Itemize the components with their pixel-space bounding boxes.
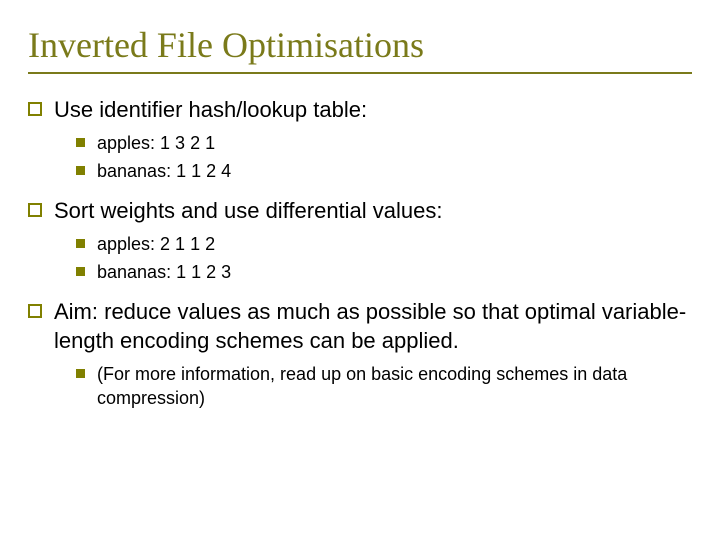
bullet-l2: apples: 1 3 2 1 [76, 131, 692, 155]
bullet-l1: Use identifier hash/lookup table: [28, 96, 692, 125]
bullet-l1: Sort weights and use differential values… [28, 197, 692, 226]
square-outline-icon [28, 203, 42, 217]
bullet-l1-text: Use identifier hash/lookup table: [54, 96, 367, 125]
bullet-l2-text: (For more information, read up on basic … [97, 362, 692, 411]
square-fill-icon [76, 267, 85, 276]
bullet-l2: bananas: 1 1 2 4 [76, 159, 692, 183]
bullet-l1: Aim: reduce values as much as possible s… [28, 298, 692, 355]
bullet-l2-text: bananas: 1 1 2 4 [97, 159, 231, 183]
bullet-l2: (For more information, read up on basic … [76, 362, 692, 411]
square-fill-icon [76, 166, 85, 175]
bullet-l1-text: Aim: reduce values as much as possible s… [54, 298, 692, 355]
square-fill-icon [76, 138, 85, 147]
bullet-l2-text: bananas: 1 1 2 3 [97, 260, 231, 284]
square-fill-icon [76, 369, 85, 378]
square-outline-icon [28, 102, 42, 116]
square-fill-icon [76, 239, 85, 248]
square-outline-icon [28, 304, 42, 318]
bullet-l2: bananas: 1 1 2 3 [76, 260, 692, 284]
bullet-l1-text: Sort weights and use differential values… [54, 197, 443, 226]
bullet-l2-text: apples: 1 3 2 1 [97, 131, 215, 155]
bullet-l2: apples: 2 1 1 2 [76, 232, 692, 256]
bullet-l2-text: apples: 2 1 1 2 [97, 232, 215, 256]
slide-title: Inverted File Optimisations [28, 24, 692, 74]
